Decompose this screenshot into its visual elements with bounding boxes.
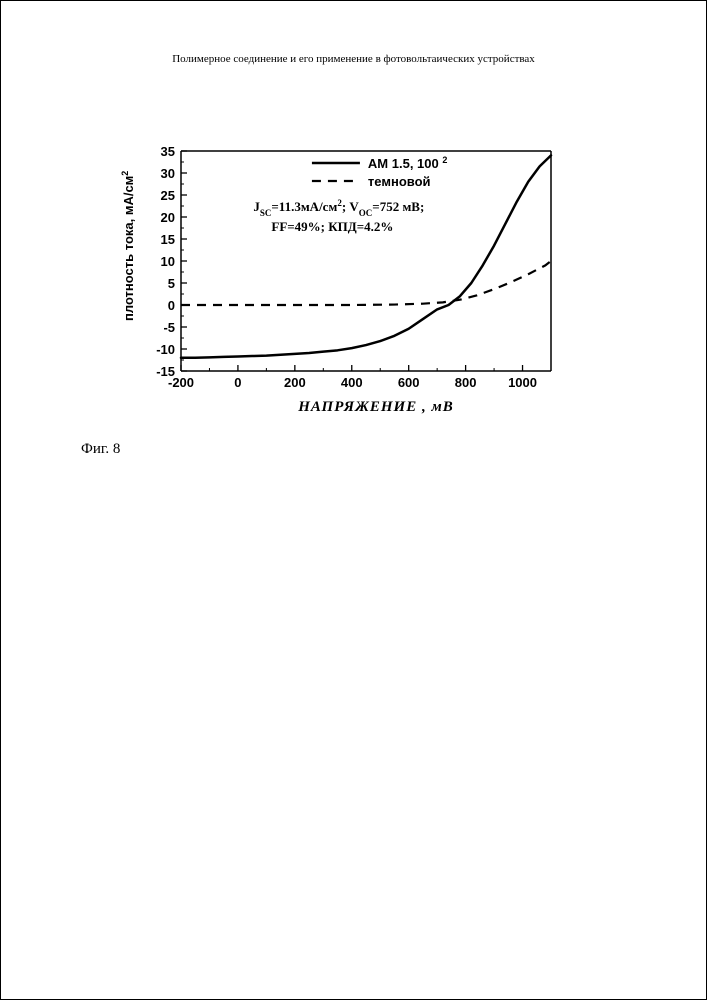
- svg-text:400: 400: [341, 375, 363, 390]
- svg-text:10: 10: [161, 254, 175, 269]
- svg-text:JSC=11.3мА/см2; VOC=752 мВ;: JSC=11.3мА/см2; VOC=752 мВ;: [253, 198, 424, 218]
- svg-text:600: 600: [398, 375, 420, 390]
- jv-chart: -20002004006008001000-15-10-505101520253…: [111, 141, 571, 421]
- svg-text:1000: 1000: [508, 375, 537, 390]
- svg-text:15: 15: [161, 232, 175, 247]
- svg-text:35: 35: [161, 144, 175, 159]
- svg-text:800: 800: [455, 375, 477, 390]
- svg-text:плотность тока, мА/см2: плотность тока, мА/см2: [120, 171, 136, 321]
- svg-text:НАПРЯЖЕНИЕ , мВ: НАПРЯЖЕНИЕ , мВ: [297, 399, 454, 415]
- svg-text:0: 0: [234, 375, 241, 390]
- svg-text:30: 30: [161, 166, 175, 181]
- header-title: Полимерное соединение и его применение в…: [172, 53, 535, 65]
- svg-text:20: 20: [161, 210, 175, 225]
- svg-text:5: 5: [168, 276, 175, 291]
- figure-caption: Фиг. 8: [81, 441, 120, 458]
- svg-text:-5: -5: [163, 320, 175, 335]
- svg-text:25: 25: [161, 188, 175, 203]
- svg-text:-10: -10: [156, 342, 175, 357]
- svg-text:200: 200: [284, 375, 306, 390]
- svg-text:0: 0: [168, 298, 175, 313]
- svg-text:AM 1.5, 100 2: AM 1.5, 100 2: [368, 155, 447, 171]
- page-header: Полимерное соединение и его применение в…: [1, 53, 706, 65]
- svg-text:FF=49%; КПД=4.2%: FF=49%; КПД=4.2%: [271, 219, 393, 234]
- svg-text:темновой: темновой: [368, 174, 431, 189]
- svg-text:-15: -15: [156, 364, 175, 379]
